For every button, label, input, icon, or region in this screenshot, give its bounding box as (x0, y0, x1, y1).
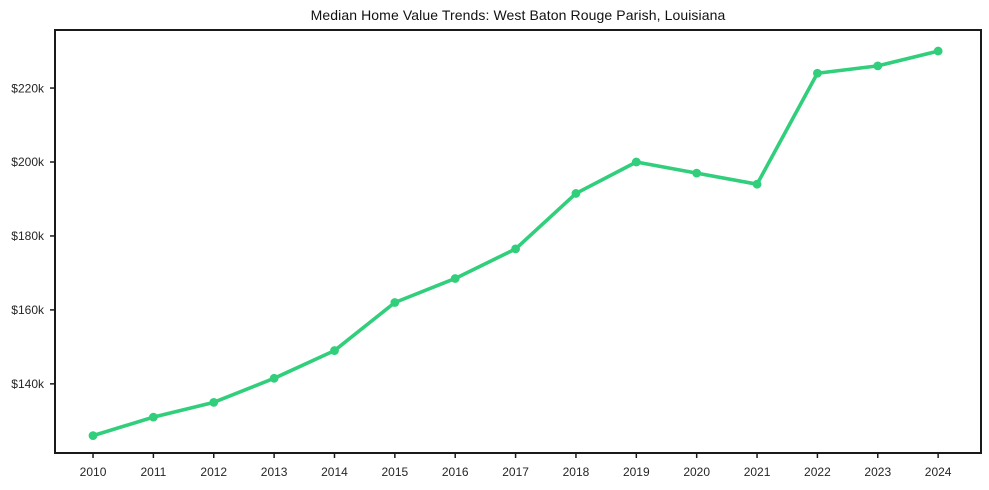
data-point-2023 (873, 61, 883, 71)
x-axis-tick-label: 2024 (925, 465, 952, 479)
x-axis-tick-label: 2017 (502, 465, 529, 479)
x-axis-tick-label: 2022 (804, 465, 831, 479)
x-axis-tick-label: 2019 (623, 465, 650, 479)
y-axis-tick-label: $140k (11, 377, 45, 391)
data-point-2014 (330, 346, 339, 355)
y-axis-tick-label: $200k (11, 155, 45, 169)
data-point-2010 (88, 431, 98, 441)
x-axis-tick-label: 2015 (382, 465, 409, 479)
data-point-2013 (269, 373, 279, 383)
data-point-2016 (450, 274, 460, 283)
data-point-2019 (631, 157, 641, 167)
x-axis-tick-label: 2012 (200, 465, 227, 479)
x-axis-tick-label: 2011 (140, 465, 166, 479)
x-axis-tick-label: 2018 (563, 465, 590, 479)
x-axis-tick-label: 2020 (683, 465, 710, 479)
y-axis-tick-label: $180k (11, 229, 45, 243)
chart-title: Median Home Value Trends: West Baton Rou… (310, 7, 726, 23)
y-axis-tick-label: $220k (11, 81, 45, 95)
x-axis-tick-label: 2023 (864, 465, 891, 479)
data-point-2021 (752, 179, 762, 189)
data-point-2024 (933, 46, 943, 56)
data-point-2022 (813, 68, 822, 78)
data-point-2017 (511, 244, 520, 254)
x-axis-tick-label: 2010 (80, 465, 107, 479)
x-axis-tick-label: 2013 (261, 465, 288, 479)
data-point-2020 (692, 168, 702, 178)
data-point-2011 (148, 412, 158, 422)
y-axis-tick-label: $160k (11, 303, 45, 317)
x-axis-tick-label: 2014 (321, 465, 348, 479)
data-point-2015 (390, 298, 400, 307)
x-axis-tick-label: 2021 (744, 465, 771, 479)
data-point-2012 (209, 397, 219, 407)
data-point-2018 (571, 189, 581, 198)
x-axis-tick-label: 2016 (442, 465, 469, 479)
axes-frame (54, 29, 982, 454)
trend-line (91, 49, 940, 438)
